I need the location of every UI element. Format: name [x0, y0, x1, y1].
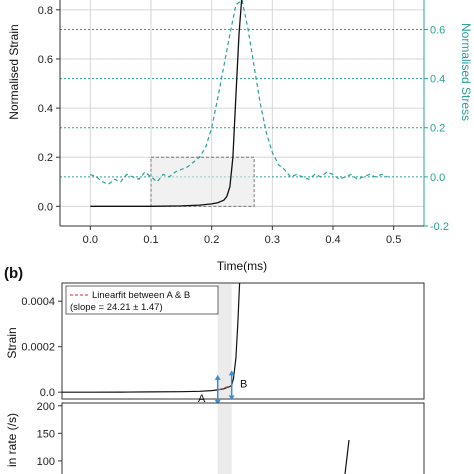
c-y-tick-label: 200 — [37, 401, 55, 413]
legend-entry-slope: (slope = 24.21 ± 1.47) — [70, 302, 163, 313]
x-tick-label: 0.4 — [325, 234, 340, 246]
point-a-label: A — [198, 393, 206, 405]
panel-a-y2-axis-title: Normalised Stress — [459, 23, 473, 121]
y2-tick-label: -0.2 — [430, 221, 449, 233]
point-b-label: B — [240, 378, 247, 390]
y-tick-label: 0.4 — [38, 103, 53, 115]
y2-tick-label: 0.6 — [430, 24, 445, 36]
panel-c: 200 150 100 in rate (/s) — [5, 401, 425, 474]
y-tick-label: 0.0 — [38, 201, 53, 213]
panel-b-point-markers — [214, 370, 235, 405]
legend-entry-fit: Linearfit between A & B — [92, 290, 190, 301]
stress-series-line — [90, 0, 388, 185]
b-y-tick-label: 0.0004 — [21, 296, 55, 308]
x-tick-label: 0.3 — [265, 234, 280, 246]
c-y-tick-label: 150 — [37, 428, 55, 440]
b-y-tick-label: 0.0002 — [21, 342, 55, 354]
panel-c-strain-rate-line — [344, 439, 350, 474]
panel-a-y-ticks: 0.0 0.2 0.4 0.6 0.8 — [38, 5, 60, 213]
panel-b-y-axis-title: Strain — [5, 327, 19, 358]
panel-b-fit-line — [217, 384, 232, 391]
panel-a-grid — [60, 0, 424, 226]
y2-tick-label: 0.0 — [430, 172, 445, 184]
x-tick-label: 0.2 — [204, 234, 219, 246]
panel-b-shaded-region — [217, 284, 232, 398]
panel-c-frame — [61, 402, 425, 474]
y-tick-label: 0.6 — [38, 54, 53, 66]
panel-a-y2-ticks: -0.2 0.0 0.2 0.4 0.6 — [424, 24, 449, 233]
x-tick-label: 0.5 — [386, 234, 401, 246]
strain-series-line — [90, 0, 243, 207]
panel-c-y-ticks: 200 150 100 — [37, 401, 62, 468]
panel-c-shaded-region — [217, 404, 232, 474]
arrowhead-up — [214, 374, 221, 380]
y2-tick-label: 0.4 — [430, 74, 445, 86]
panel-a-x-axis-title: Time(ms) — [217, 259, 267, 273]
c-y-tick-label: 100 — [37, 456, 55, 468]
arrowhead-up — [228, 370, 235, 376]
arrowhead-down — [228, 395, 235, 401]
y-tick-label: 0.8 — [38, 5, 53, 17]
y2-tick-label: 0.2 — [430, 123, 445, 135]
panel-b-label: (b) — [4, 265, 23, 282]
arrowhead-down — [214, 399, 221, 405]
panel-a: 0.0 0.1 0.2 0.3 0.4 0.5 0.0 0.2 0.4 0.6 0.8 -0.2 0… — [7, 0, 473, 273]
panel-a-highlight-box — [150, 156, 255, 207]
b-y-tick-label: 0.0 — [40, 387, 55, 399]
y-tick-label: 0.2 — [38, 152, 53, 164]
legend-box — [65, 285, 219, 315]
panel-b-legend: Linearfit between A & B (slope = 24.21 ±… — [65, 285, 219, 315]
panel-a-x-ticks: 0.0 0.1 0.2 0.3 0.4 0.5 — [83, 226, 401, 246]
panel-c-y-axis-title: in rate (/s) — [5, 413, 19, 467]
panel-a-y-axis-title: Normalised Strain — [7, 24, 21, 119]
x-tick-label: 0.1 — [143, 234, 158, 246]
x-tick-label: 0.0 — [83, 234, 98, 246]
panel-b-y-ticks: 0.0 0.0002 0.0004 — [21, 296, 62, 399]
panel-b: (b) 0.0 0.0002 0.0004 A B Linearfit betwee… — [4, 265, 425, 405]
